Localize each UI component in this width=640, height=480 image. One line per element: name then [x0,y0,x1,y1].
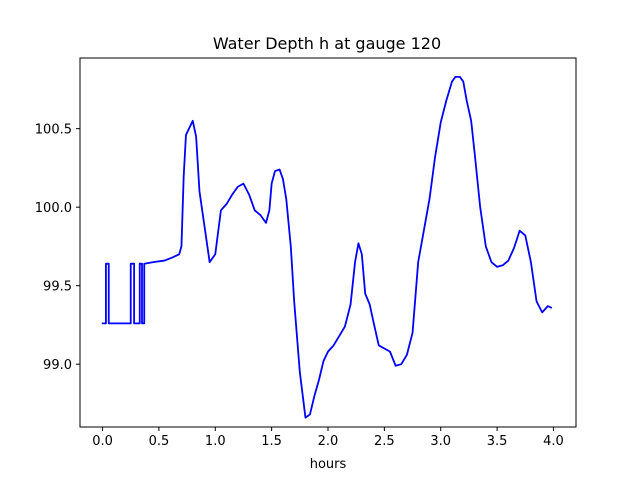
x-tick-label: 3.0 [430,434,451,449]
chart-title: Water Depth h at gauge 120 [213,34,441,53]
x-tick-label: 4.0 [543,434,564,449]
x-axis: 0.0 0.5 1.0 1.5 2.0 2.5 3.0 3.5 4.0 [92,427,564,449]
series-line [101,75,553,419]
x-tick-label: 0.5 [149,434,170,449]
x-tick-label: 2.0 [318,434,339,449]
plot-area [79,57,577,428]
plot-frame [79,57,577,428]
series-layer [101,75,553,419]
x-axis-label: hours [310,457,347,472]
y-tick-label: 100.0 [35,201,72,216]
y-tick-label: 100.5 [35,123,72,138]
x-tick-label: 0.0 [92,434,113,449]
x-tick-label: 3.5 [487,434,508,449]
x-tick-label: 1.0 [205,434,226,449]
x-tick-label: 1.5 [261,434,282,449]
y-tick-label: 99.5 [43,280,72,295]
x-tick-label: 2.5 [374,434,395,449]
y-tick-label: 99.0 [43,358,72,373]
y-axis: 99.0 99.5 100.0 100.5 [35,123,80,373]
